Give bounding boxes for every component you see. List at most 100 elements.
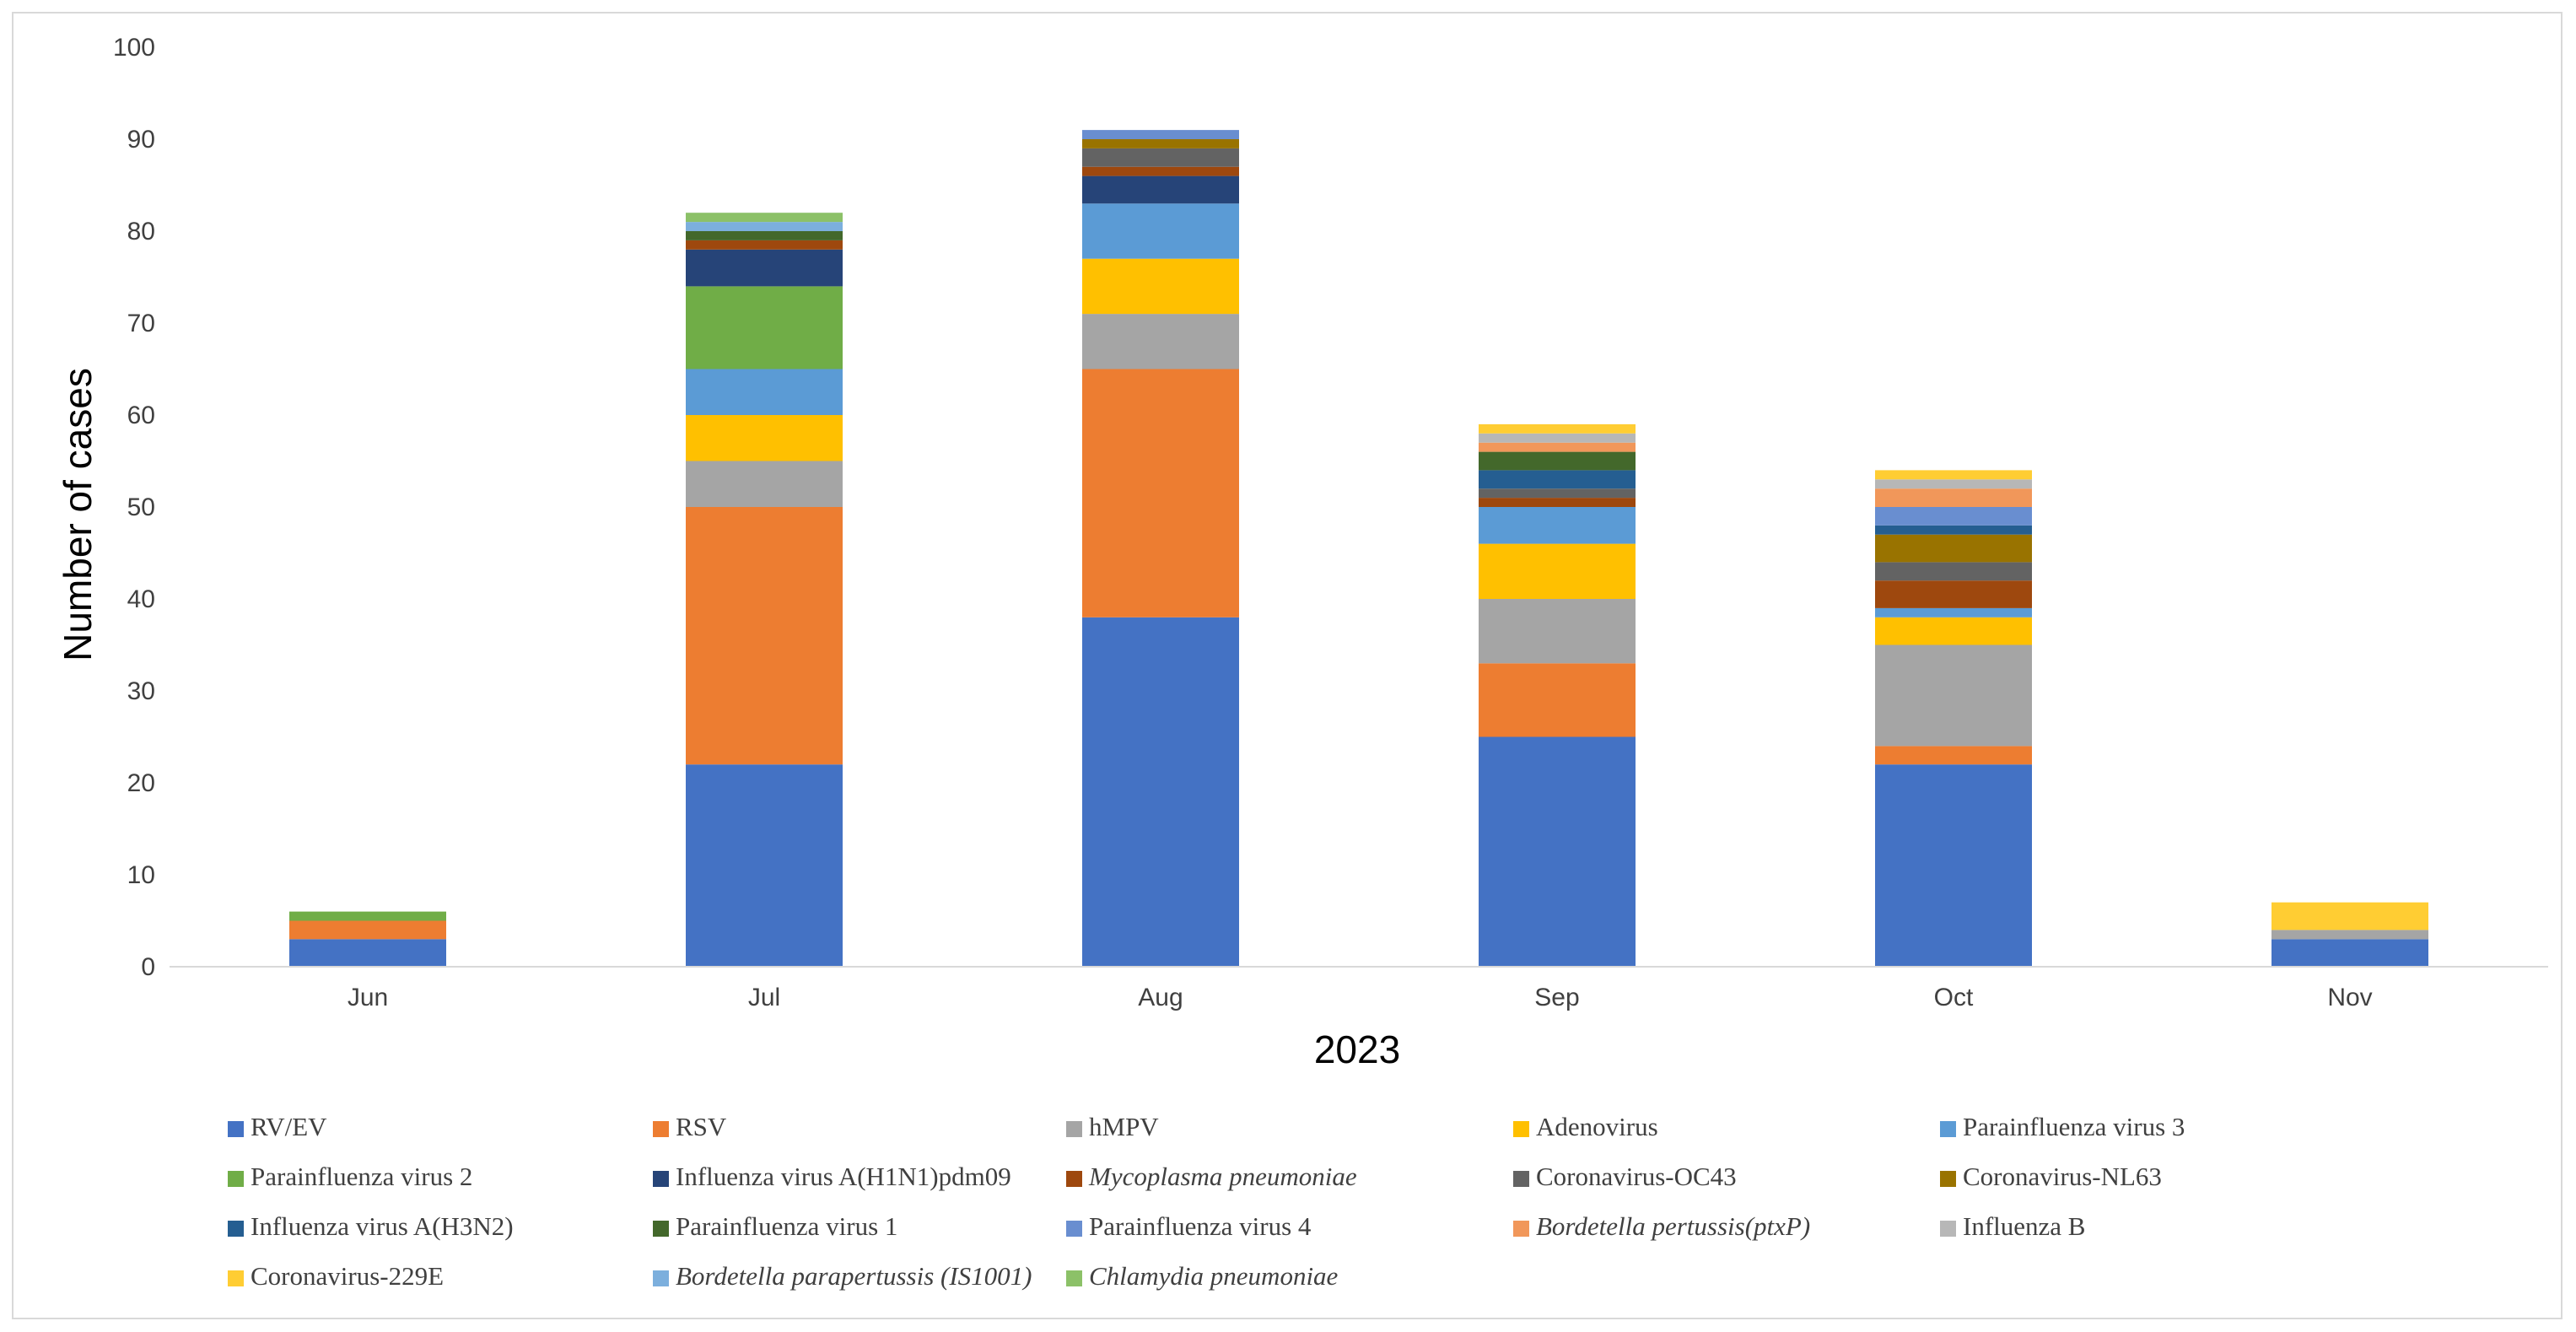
legend-label: Influenza virus A(H1N1)pdm09: [676, 1162, 1011, 1191]
legend-item: Bordetella parapertussis (IS1001): [653, 1261, 1032, 1291]
bar-segment: [1875, 607, 2032, 617]
y-tick-label: 10: [127, 861, 155, 889]
bar-segment: [1082, 203, 1239, 259]
legend-item: Adenovirus: [1513, 1112, 1658, 1141]
bar-segment: [1479, 433, 1636, 443]
legend-label: Parainfluenza virus 4: [1089, 1211, 1312, 1241]
x-axis-title: 2023: [1314, 1027, 1400, 1071]
y-tick-label: 50: [127, 493, 155, 521]
legend-item: Parainfluenza virus 3: [1940, 1112, 2185, 1141]
bar-segment: [289, 911, 446, 921]
legend-item: RV/EV: [228, 1112, 327, 1141]
legend-swatch: [653, 1171, 669, 1187]
bar-segment: [1875, 764, 2032, 967]
bar-segment: [686, 507, 843, 765]
bar-segment: [1082, 314, 1239, 369]
bar-segment: [1082, 130, 1239, 139]
bar-segment: [1082, 258, 1239, 315]
y-tick-label: 20: [127, 769, 155, 797]
legend-item: Influenza B: [1940, 1211, 2085, 1241]
legend-swatch: [1066, 1121, 1082, 1137]
y-axis-title: Number of cases: [56, 368, 100, 661]
bars: [289, 130, 2428, 967]
bar-segment: [686, 461, 843, 507]
bar-segment: [1479, 507, 1636, 544]
bar-segment: [1875, 746, 2032, 765]
bar-segment: [1479, 663, 1636, 737]
legend-item: Influenza virus A(H1N1)pdm09: [653, 1162, 1011, 1191]
y-tick-label: 90: [127, 126, 155, 154]
legend-swatch: [228, 1221, 244, 1237]
bar-segment: [1875, 525, 2032, 535]
legend-label: Parainfluenza virus 3: [1963, 1112, 2185, 1141]
legend-item: Chlamydia pneumoniae: [1066, 1261, 1339, 1291]
legend-item: Influenza virus A(H3N2): [228, 1211, 514, 1241]
bar-segment: [686, 231, 843, 240]
bar-segment: [1875, 470, 2032, 480]
legend-swatch: [228, 1121, 244, 1137]
legend-label: Coronavirus-229E: [251, 1261, 444, 1291]
legend-label: RV/EV: [251, 1112, 327, 1141]
bar-segment: [1479, 599, 1636, 664]
bar-segment: [289, 920, 446, 940]
y-tick-label: 100: [113, 34, 155, 62]
legend-item: RSV: [653, 1112, 727, 1141]
legend-label: Chlamydia pneumoniae: [1089, 1261, 1339, 1291]
bar-segment: [1082, 139, 1239, 148]
legend-swatch: [228, 1171, 244, 1187]
legend-label: hMPV: [1089, 1112, 1159, 1141]
legend-label: Parainfluenza virus 1: [676, 1211, 897, 1241]
bar-segment: [1082, 617, 1239, 967]
x-tick-label: Jun: [348, 984, 388, 1011]
bar-segment: [686, 369, 843, 415]
bar-segment: [686, 286, 843, 369]
bar-segment: [1082, 175, 1239, 204]
legend-label: Influenza B: [1963, 1211, 2085, 1241]
legend-label: Coronavirus-NL63: [1963, 1162, 2162, 1191]
bar-segment: [1479, 442, 1636, 452]
chart-frame: 0 10 20 30 40 50 60 70 80 90 100 Jun Jul Aug Sep Oct No…: [12, 12, 2563, 1319]
bar-segment: [289, 939, 446, 967]
legend-swatch: [228, 1270, 244, 1286]
legend-swatch: [1513, 1171, 1529, 1187]
bar-segment: [686, 222, 843, 231]
x-tick-label: Aug: [1138, 984, 1183, 1011]
legend-swatch: [1066, 1270, 1082, 1286]
legend-item: Parainfluenza virus 2: [228, 1162, 472, 1191]
bar-segment: [2272, 902, 2428, 930]
legend-swatch: [1066, 1221, 1082, 1237]
x-tick-label: Oct: [1934, 984, 1974, 1011]
y-tick-label: 30: [127, 677, 155, 705]
bar-segment: [1479, 470, 1636, 489]
legend-item: hMPV: [1066, 1112, 1159, 1141]
x-tick-labels: Jun Jul Aug Sep Oct Nov: [348, 984, 2373, 1011]
bar-segment: [1479, 498, 1636, 507]
x-tick-label: Sep: [1534, 984, 1579, 1011]
legend-label: Parainfluenza virus 2: [251, 1162, 472, 1191]
y-tick-labels: 0 10 20 30 40 50 60 70 80 90 100: [113, 34, 155, 981]
bar-segment: [686, 249, 843, 287]
bar-segment: [686, 415, 843, 461]
x-tick-label: Nov: [2327, 984, 2372, 1011]
legend-item: Mycoplasma pneumoniae: [1066, 1162, 1357, 1191]
legend-swatch: [1940, 1121, 1956, 1137]
bar-segment: [1875, 562, 2032, 581]
legend-swatch: [1066, 1171, 1082, 1187]
legend-swatch: [1940, 1171, 1956, 1187]
bar-segment: [1479, 451, 1636, 471]
bar-segment: [1875, 488, 2032, 507]
bar-segment: [1082, 148, 1239, 167]
legend-swatch: [1940, 1221, 1956, 1237]
stacked-bar-chart: 0 10 20 30 40 50 60 70 80 90 100 Jun Jul Aug Sep Oct No…: [56, 34, 2548, 1291]
bar-segment: [686, 240, 843, 250]
legend-label: Influenza virus A(H3N2): [251, 1211, 514, 1241]
bar-segment: [1082, 369, 1239, 617]
bar-segment: [686, 213, 843, 223]
legend-item: Coronavirus-OC43: [1513, 1162, 1737, 1191]
legend-label: Bordetella parapertussis (IS1001): [676, 1261, 1032, 1291]
bar-segment: [1875, 644, 2032, 747]
legend-item: Parainfluenza virus 1: [653, 1211, 897, 1241]
bar-segment: [1479, 423, 1636, 434]
legend-item: Parainfluenza virus 4: [1066, 1211, 1312, 1241]
legend: RV/EV RSV hMPV Adenovirus Parainfluenza viru…: [228, 1112, 2185, 1291]
